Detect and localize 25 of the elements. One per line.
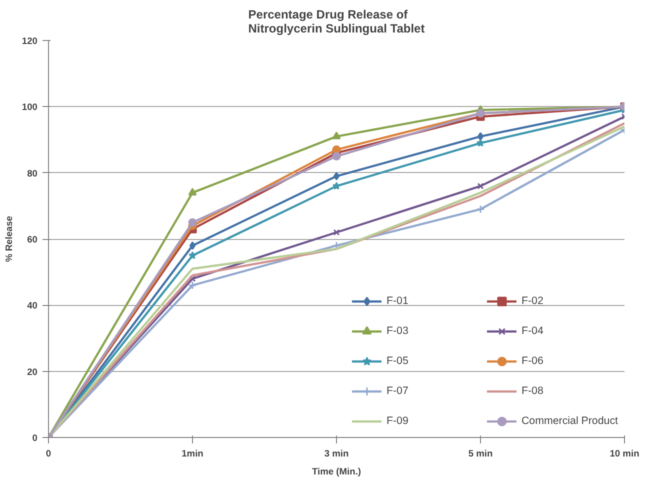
legend-label: F-09 [386, 415, 410, 427]
y-tick-label: 0 [32, 433, 38, 443]
y-tick-label: 40 [27, 300, 38, 311]
legend-label: F-01 [386, 295, 410, 307]
x-tick-label: 5 min [468, 448, 493, 458]
x-tick-label: 10 min [610, 448, 640, 458]
y-tick-label: 100 [22, 102, 38, 112]
x-tick-label: 0 [46, 448, 52, 458]
legend-label: F-04 [521, 325, 544, 337]
y-tick-label: 80 [27, 168, 38, 178]
x-axis-title: Time (Min.) [312, 466, 362, 476]
x-tick-label: 3 min [324, 448, 349, 458]
y-tick-label: 20 [27, 366, 38, 377]
legend-label: F-05 [386, 355, 410, 367]
chart-title: Percentage Drug Release of Nitroglycerin Sublingual Tablet [248, 8, 425, 36]
y-tick-label: 60 [27, 234, 38, 244]
legend-label: F-02 [521, 295, 544, 307]
legend-label: F-08 [521, 385, 544, 397]
x-tick-label: 1min [182, 448, 204, 458]
legend-label: F-07 [386, 385, 410, 397]
y-axis-title: % Release [4, 216, 14, 262]
legend-label: F-06 [521, 355, 544, 367]
legend-label: Commercial Product [521, 415, 618, 427]
y-tick-label: 120 [22, 36, 38, 46]
legend-label: F-03 [386, 325, 410, 337]
